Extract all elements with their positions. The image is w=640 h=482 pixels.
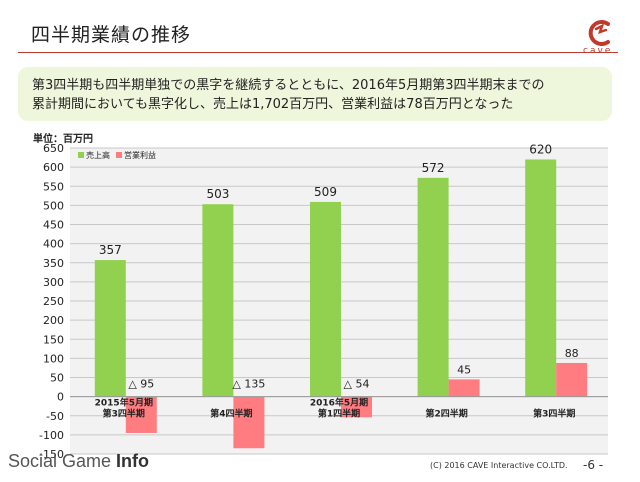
sales-bar	[94, 260, 126, 397]
sales-data-label: 509	[314, 185, 337, 199]
profit-bar	[448, 379, 480, 397]
profit-bar	[341, 396, 372, 418]
banner-line-2: 累計期間においても黒字化し、売上は1,702百万円、営業利益は78百万円となった	[32, 97, 514, 112]
sales-bar	[202, 204, 234, 397]
watermark-bold: Info	[116, 451, 150, 471]
category-label: 第3四半期	[103, 408, 145, 420]
profit-bar	[556, 362, 588, 397]
watermark: Social Game Info	[8, 451, 149, 472]
profit-bar	[125, 396, 157, 433]
category-label: 第2四半期	[425, 408, 467, 420]
y-tick-label: 400	[43, 238, 64, 251]
cave-logo-icon	[582, 18, 622, 58]
profit-data-label: 45	[457, 363, 471, 376]
legend-label: 営業利益	[124, 150, 156, 160]
profit-data-label: △ 95	[128, 378, 154, 391]
profit-data-label: 88	[565, 347, 579, 360]
y-tick-label: 250	[43, 295, 64, 308]
sales-bar	[417, 177, 449, 397]
y-tick-label: -100	[39, 429, 64, 442]
logo-text: cave	[583, 46, 613, 56]
sales-data-label: 357	[99, 243, 122, 257]
y-tick-label: 650	[43, 142, 64, 155]
y-tick-label: 100	[43, 352, 64, 365]
y-tick-label: 200	[43, 314, 64, 327]
y-tick-label: 150	[43, 333, 64, 346]
y-tick-label: -150	[39, 448, 64, 461]
unit-label: 単位：百万円	[33, 134, 93, 145]
y-tick-label: 300	[43, 276, 64, 289]
category-label: 2015年5月期	[95, 397, 153, 409]
y-tick-label: 550	[43, 180, 64, 193]
copyright: (C) 2016 CAVE Interactive CO.LTD.	[430, 461, 568, 470]
page-number: -6 -	[583, 458, 604, 472]
category-label: 2016年5月期	[310, 397, 368, 409]
category-label: 第3四半期	[533, 408, 575, 420]
page-title: 四半期業績の推移	[31, 24, 192, 46]
sales-bar	[310, 201, 341, 397]
profit-data-label: △ 54	[344, 378, 370, 391]
profit-bar	[233, 396, 265, 449]
banner-line-1: 第3四半期も四半期単独での黒字を継続するとともに、2016年5月期第3四半期末ま…	[32, 78, 545, 93]
legend-swatch	[78, 152, 84, 158]
legend-swatch	[116, 152, 122, 158]
sales-data-label: 572	[422, 161, 445, 175]
y-tick-label: 350	[43, 257, 64, 270]
y-tick-label: 0	[57, 391, 64, 404]
profit-data-label: △ 135	[232, 378, 265, 391]
legend-label: 売上高	[86, 150, 110, 160]
summary-banner: 第3四半期も四半期単独での黒字を継続するとともに、2016年5月期第3四半期末ま…	[18, 67, 612, 121]
y-tick-label: -50	[46, 410, 64, 423]
watermark-light: Social Game	[8, 451, 117, 471]
sales-data-label: 503	[206, 187, 229, 201]
sales-data-label: 620	[529, 142, 552, 156]
y-tick-label: 500	[43, 199, 64, 212]
y-tick-label: 600	[43, 161, 64, 174]
y-tick-label: 50	[50, 372, 64, 385]
title-divider	[18, 52, 618, 53]
category-label: 第4四半期	[210, 408, 252, 420]
y-tick-label: 450	[43, 219, 64, 232]
sales-bar	[525, 159, 557, 397]
category-label: 第1四半期	[318, 408, 360, 420]
